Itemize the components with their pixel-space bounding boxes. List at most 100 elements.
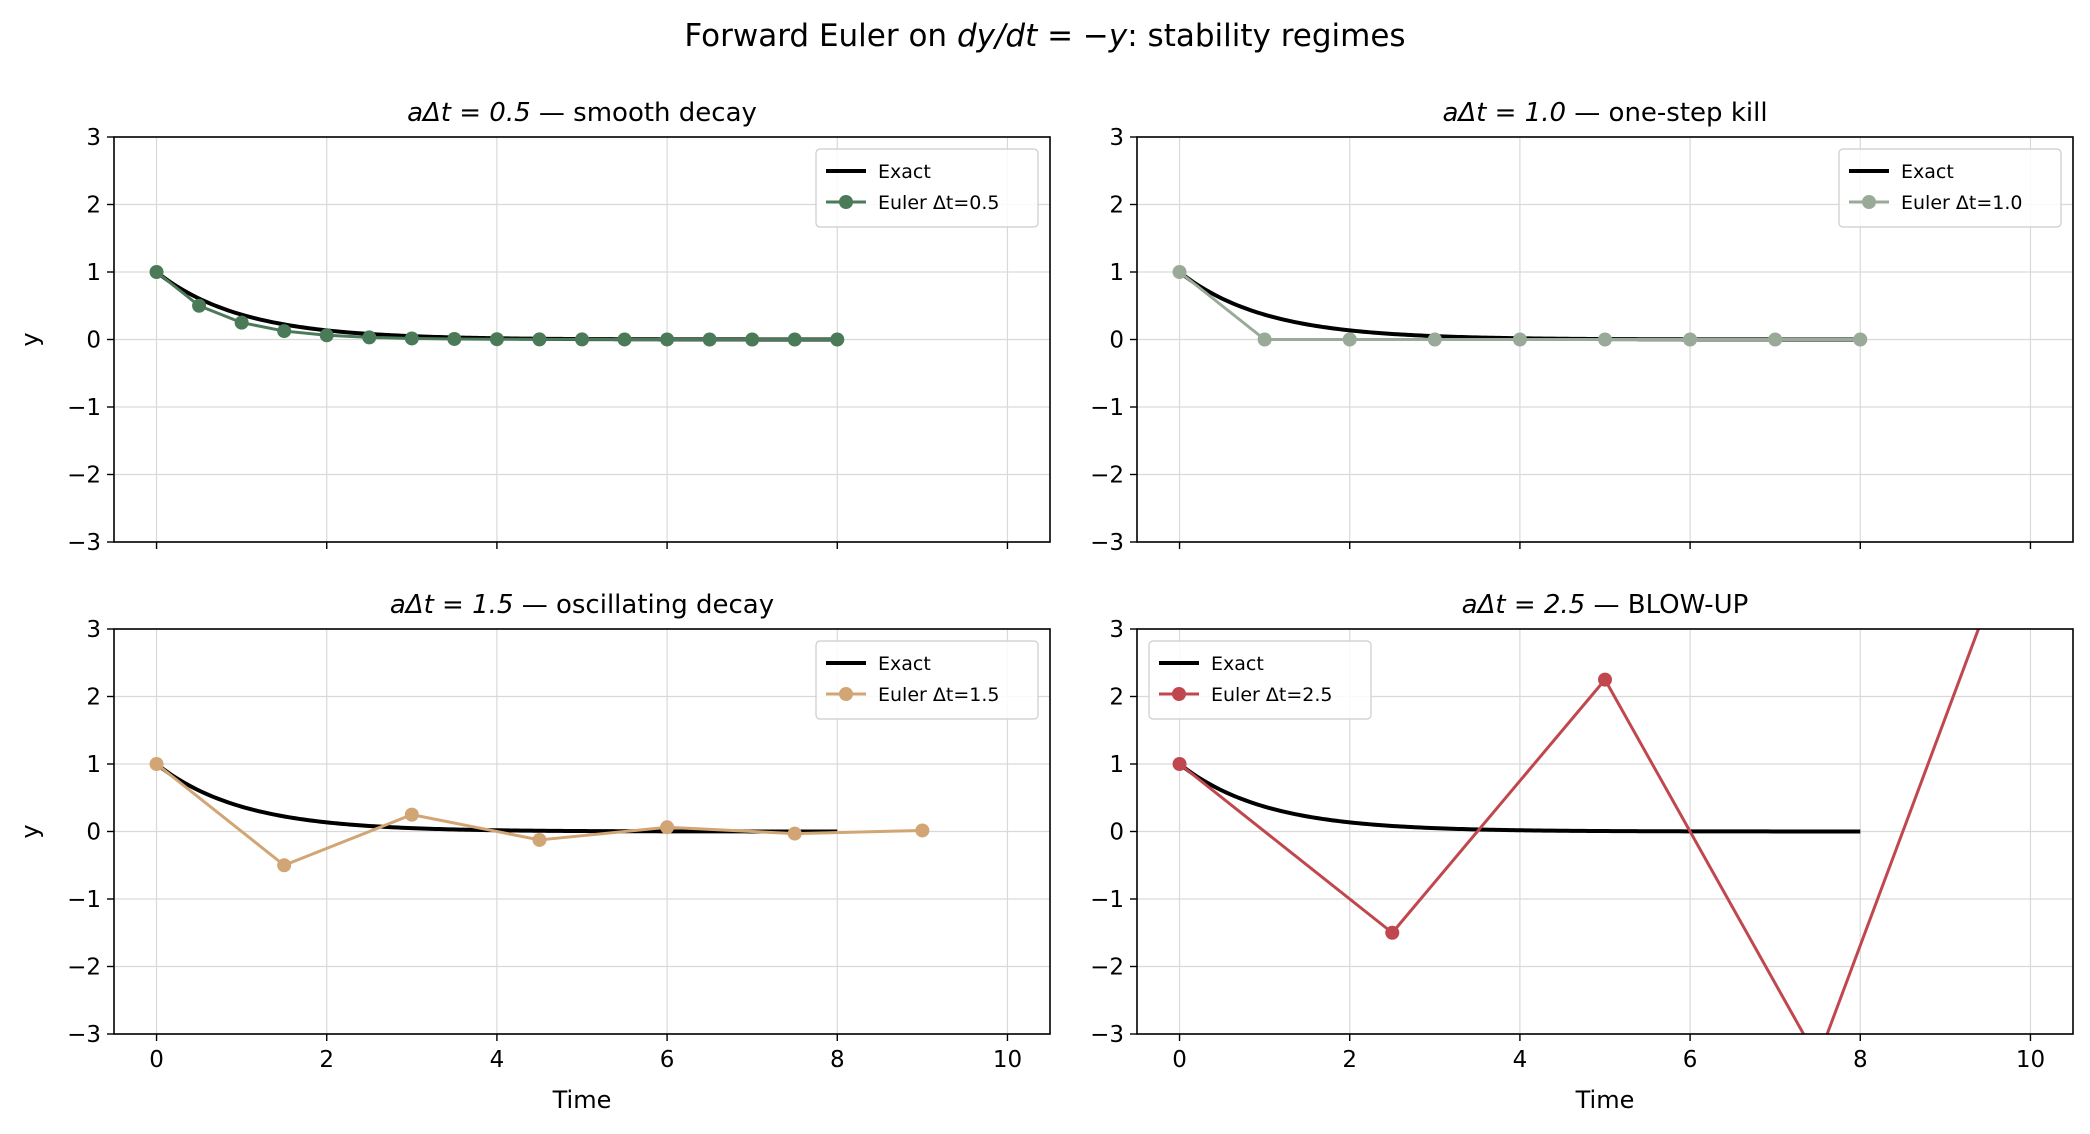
- legend-swatch-marker: [1862, 195, 1876, 209]
- subplot-4: 0 2 4 6 8 10 −3 −2 −1 0 1 2 3 Time aΔt = 2.5 — BLOW-UP…: [1090, 590, 2074, 1114]
- legend-swatch-marker: [1172, 687, 1186, 701]
- legend-label: Exact: [1211, 653, 1264, 675]
- y-tick-label: 1: [86, 260, 101, 286]
- y-axis-label: y: [16, 824, 44, 838]
- y-tick-label: 1: [86, 752, 101, 778]
- x-tick-label: 0: [149, 1047, 164, 1073]
- subplot-1: −3 −2 −1 0 1 2 3 y aΔt = 0.5 — smooth decay Exact…: [16, 98, 1051, 556]
- euler-point: [277, 324, 292, 339]
- euler-point: [787, 826, 802, 841]
- euler-point: [830, 332, 845, 347]
- y-tick-label: −2: [67, 463, 101, 489]
- y-tick-label: 2: [86, 193, 101, 219]
- subplot-title: aΔt = 1.0 — one-step kill: [1442, 98, 1767, 128]
- y-tick-label: 0: [86, 328, 101, 354]
- x-tick-label: 4: [1513, 1047, 1528, 1073]
- y-tick-label: 1: [1109, 752, 1124, 778]
- euler-point: [319, 328, 334, 343]
- euler-point: [1172, 757, 1187, 771]
- y-tick-label: 2: [1109, 193, 1124, 219]
- euler-point: [1683, 332, 1698, 347]
- y-tick-label: 3: [86, 617, 101, 643]
- legend-box: [1148, 640, 1372, 720]
- plot-area: [149, 265, 845, 347]
- y-tick-label: −1: [67, 395, 101, 421]
- x-tick-label: 8: [830, 1047, 845, 1073]
- euler-point: [660, 820, 675, 835]
- subplot-title: aΔt = 1.5 — oscillating decay: [390, 590, 774, 620]
- euler-point: [787, 332, 802, 347]
- subplot-grid: −3 −2 −1 0 1 2 3 y aΔt = 0.5 — smooth decay Exact…: [16, 98, 2074, 1114]
- euler-point: [617, 332, 632, 347]
- y-tick-label: −3: [1090, 1022, 1124, 1048]
- y-tick-label: 3: [1109, 125, 1124, 151]
- euler-point: [915, 823, 930, 838]
- legend: Exact Euler Δt=2.5: [1148, 640, 1372, 720]
- euler-point: [1512, 332, 1527, 347]
- y-tick-label: −2: [1090, 463, 1124, 489]
- plot-area: [1172, 265, 1868, 347]
- x-tick-label: 10: [993, 1047, 1022, 1073]
- x-tick-label: 2: [1342, 1047, 1357, 1073]
- legend: Exact Euler Δt=0.5: [815, 148, 1039, 228]
- y-tick-label: 3: [86, 125, 101, 151]
- y-tick-label: −3: [67, 1022, 101, 1048]
- figure-title: Forward Euler on dy/dt = −y: stability r…: [684, 18, 1405, 54]
- euler-point: [149, 265, 164, 279]
- euler-point: [362, 330, 377, 345]
- y-tick-label: −1: [1090, 395, 1124, 421]
- euler-point: [1172, 265, 1187, 279]
- legend-label: Euler Δt=1.0: [1901, 192, 2022, 214]
- legend-box: [815, 640, 1039, 720]
- euler-point: [277, 858, 292, 873]
- euler-point: [404, 807, 419, 822]
- legend-label: Euler Δt=1.5: [878, 684, 999, 706]
- legend-label: Euler Δt=2.5: [1211, 684, 1332, 706]
- x-tick-label: 8: [1853, 1047, 1868, 1073]
- euler-line: [1178, 629, 1981, 1034]
- y-tick-label: 3: [1109, 617, 1124, 643]
- euler-point: [1811, 1052, 1825, 1066]
- x-tick-label: 2: [319, 1047, 334, 1073]
- x-tick-label: 6: [660, 1047, 675, 1073]
- legend-label: Exact: [878, 653, 931, 675]
- legend-swatch-marker: [839, 195, 853, 209]
- legend-swatch-marker: [839, 687, 853, 701]
- subplot-3: 0 2 4 6 8 10 −3 −2 −1 0 1 2 3 Time y aΔt = 1.5 — oscill…: [16, 590, 1051, 1114]
- x-tick-label: 0: [1172, 1047, 1187, 1073]
- euler-point: [1342, 332, 1357, 347]
- legend: Exact Euler Δt=1.5: [815, 640, 1039, 720]
- euler-point: [660, 332, 675, 347]
- y-tick-label: −3: [1090, 530, 1124, 556]
- y-tick-label: −1: [1090, 887, 1124, 913]
- y-tick-label: 2: [86, 685, 101, 711]
- y-axis-label: y: [16, 332, 44, 346]
- euler-point: [1768, 332, 1783, 347]
- plot-area: [1172, 629, 1981, 1066]
- euler-point: [1385, 925, 1400, 940]
- y-tick-label: −3: [67, 530, 101, 556]
- euler-point: [489, 332, 504, 347]
- plot-area: [149, 757, 930, 873]
- euler-point: [532, 332, 547, 347]
- euler-point: [1598, 332, 1612, 347]
- x-tick-label: 6: [1683, 1047, 1698, 1073]
- legend-box: [815, 148, 1039, 228]
- y-tick-label: −2: [67, 955, 101, 981]
- y-tick-label: 1: [1109, 260, 1124, 286]
- y-tick-label: 0: [1109, 820, 1124, 846]
- euler-point: [404, 331, 419, 346]
- legend-box: [1838, 148, 2062, 228]
- euler-point: [532, 832, 547, 847]
- euler-point: [745, 332, 760, 347]
- y-tick-label: 0: [86, 820, 101, 846]
- euler-point: [1427, 332, 1442, 347]
- euler-point: [1257, 332, 1272, 347]
- legend-label: Exact: [878, 161, 931, 183]
- euler-point: [192, 298, 207, 313]
- x-tick-label: 10: [2016, 1047, 2045, 1073]
- x-axis-label: Time: [1575, 1086, 1635, 1114]
- euler-point: [1598, 672, 1612, 687]
- euler-point: [234, 315, 249, 330]
